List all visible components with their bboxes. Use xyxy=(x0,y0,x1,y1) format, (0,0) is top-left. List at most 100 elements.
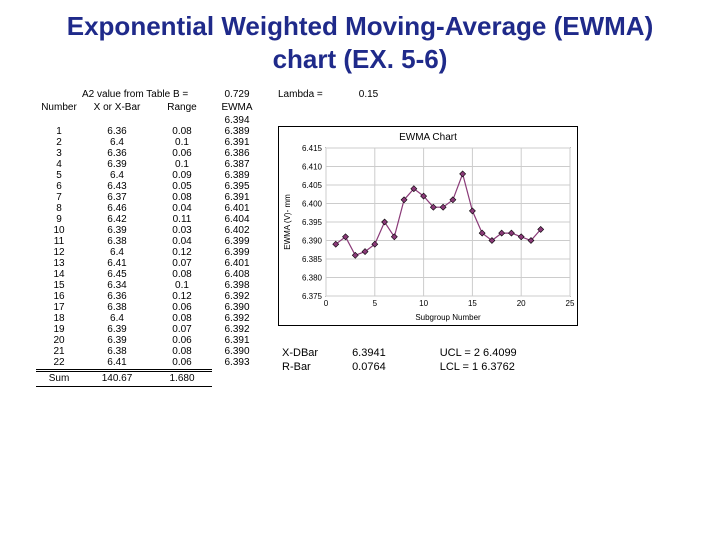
table-row: 36.360.066.386 xyxy=(36,148,262,159)
a2-label: A2 value from Table B = xyxy=(82,89,212,100)
cell-r: 0.12 xyxy=(152,247,212,258)
cell-e: 6.392 xyxy=(212,291,262,302)
xbar-value: 6.3941 xyxy=(352,347,386,359)
cell-n: 1 xyxy=(36,126,82,137)
content-area: A2 value from Table B = 0.729 Number X o… xyxy=(36,89,684,389)
sum-row: Sum 140.67 1.680 xyxy=(36,373,262,384)
lcl-value: 1 6.3762 xyxy=(472,361,515,373)
cell-n: 11 xyxy=(36,236,82,247)
table-row: 206.390.066.391 xyxy=(36,335,262,346)
cell-n: 21 xyxy=(36,346,82,357)
table-row: 156.340.16.398 xyxy=(36,280,262,291)
cell-e: 6.401 xyxy=(212,203,262,214)
cell-e: 6.398 xyxy=(212,280,262,291)
ucl-value: 2 6.4099 xyxy=(474,347,517,359)
cell-x: 6.4 xyxy=(82,247,152,258)
cell-e: 6.395 xyxy=(212,181,262,192)
cell-n: 8 xyxy=(36,203,82,214)
cell-r: 0.07 xyxy=(152,258,212,269)
cell-n: 4 xyxy=(36,159,82,170)
cell-x: 6.45 xyxy=(82,269,152,280)
svg-text:EWMA (V)- mm: EWMA (V)- mm xyxy=(283,194,292,250)
cell-n: 6 xyxy=(36,181,82,192)
svg-text:6.380: 6.380 xyxy=(302,274,323,283)
rbar-value: 0.0764 xyxy=(352,361,386,373)
cell-n: 16 xyxy=(36,291,82,302)
col-range: Range xyxy=(152,102,212,113)
table-row: 226.410.066.393 xyxy=(36,357,262,368)
svg-text:6.395: 6.395 xyxy=(302,218,323,227)
table-row: 76.370.086.391 xyxy=(36,192,262,203)
cell-x: 6.4 xyxy=(82,313,152,324)
cell-x: 6.38 xyxy=(82,302,152,313)
cell-r: 0.04 xyxy=(152,236,212,247)
cell-e: 6.387 xyxy=(212,159,262,170)
cell-n: 5 xyxy=(36,170,82,181)
table-row: 106.390.036.402 xyxy=(36,225,262,236)
svg-text:EWMA Chart: EWMA Chart xyxy=(399,132,457,143)
cell-e: 6.404 xyxy=(212,214,262,225)
cell-n: 10 xyxy=(36,225,82,236)
table-row: 66.430.056.395 xyxy=(36,181,262,192)
cell-x: 6.34 xyxy=(82,280,152,291)
rbar-label: R-Bar xyxy=(282,361,311,373)
cell-x: 6.39 xyxy=(82,335,152,346)
cell-x: 6.39 xyxy=(82,159,152,170)
table-row: 136.410.076.401 xyxy=(36,258,262,269)
cell-e: 6.389 xyxy=(212,126,262,137)
cell-n: 3 xyxy=(36,148,82,159)
svg-text:5: 5 xyxy=(373,299,378,308)
sum-r: 1.680 xyxy=(152,373,212,384)
svg-text:6.400: 6.400 xyxy=(302,200,323,209)
cell-e: 6.401 xyxy=(212,258,262,269)
cell-r: 0.07 xyxy=(152,324,212,335)
cell-e: 6.391 xyxy=(212,137,262,148)
cell-x: 6.38 xyxy=(82,236,152,247)
cell-e: 6.408 xyxy=(212,269,262,280)
table-row: 56.40.096.389 xyxy=(36,170,262,181)
a2-value: 0.729 xyxy=(212,89,262,100)
svg-text:6.385: 6.385 xyxy=(302,255,323,264)
cell-n: 14 xyxy=(36,269,82,280)
table-row: 146.450.086.408 xyxy=(36,269,262,280)
cell-n: 17 xyxy=(36,302,82,313)
cell-e: 6.389 xyxy=(212,170,262,181)
cell-e: 6.399 xyxy=(212,247,262,258)
cell-e: 6.392 xyxy=(212,313,262,324)
svg-text:6.405: 6.405 xyxy=(302,181,323,190)
col-ewma: EWMA xyxy=(212,102,262,113)
cell-r: 0.06 xyxy=(152,302,212,313)
cell-n: 12 xyxy=(36,247,82,258)
cell-n: 18 xyxy=(36,313,82,324)
cell-e: 6.392 xyxy=(212,324,262,335)
cell-r: 0.05 xyxy=(152,181,212,192)
stats-block: X-DBar R-Bar 6.3941 0.0764 UCL = 2 6.409… xyxy=(272,347,684,373)
svg-text:6.415: 6.415 xyxy=(302,144,323,153)
cell-r: 0.06 xyxy=(152,148,212,159)
right-panel: Lambda = 0.15 EWMA Chart6.3756.3806.3856… xyxy=(272,89,684,389)
cell-x: 6.36 xyxy=(82,148,152,159)
cell-r: 0.08 xyxy=(152,126,212,137)
cell-r: 0.1 xyxy=(152,280,212,291)
lambda-label: Lambda = xyxy=(278,89,323,100)
svg-text:15: 15 xyxy=(468,299,477,308)
cell-r: 0.1 xyxy=(152,137,212,148)
table-row: 26.40.16.391 xyxy=(36,137,262,148)
sum-x: 140.67 xyxy=(82,373,152,384)
cell-x: 6.36 xyxy=(82,126,152,137)
table-row: 196.390.076.392 xyxy=(36,324,262,335)
col-number: Number xyxy=(36,102,82,113)
data-table: A2 value from Table B = 0.729 Number X o… xyxy=(36,89,262,389)
ewma-chart: EWMA Chart6.3756.3806.3856.3906.3956.400… xyxy=(278,126,684,329)
cell-e: 6.391 xyxy=(212,335,262,346)
svg-text:6.410: 6.410 xyxy=(302,163,323,172)
cell-r: 0.11 xyxy=(152,214,212,225)
cell-r: 0.09 xyxy=(152,170,212,181)
page-title: Exponential Weighted Moving-Average (EWM… xyxy=(36,10,684,75)
cell-x: 6.4 xyxy=(82,137,152,148)
cell-x: 6.38 xyxy=(82,346,152,357)
cell-x: 6.39 xyxy=(82,324,152,335)
cell-r: 0.1 xyxy=(152,159,212,170)
cell-n: 20 xyxy=(36,335,82,346)
cell-x: 6.42 xyxy=(82,214,152,225)
